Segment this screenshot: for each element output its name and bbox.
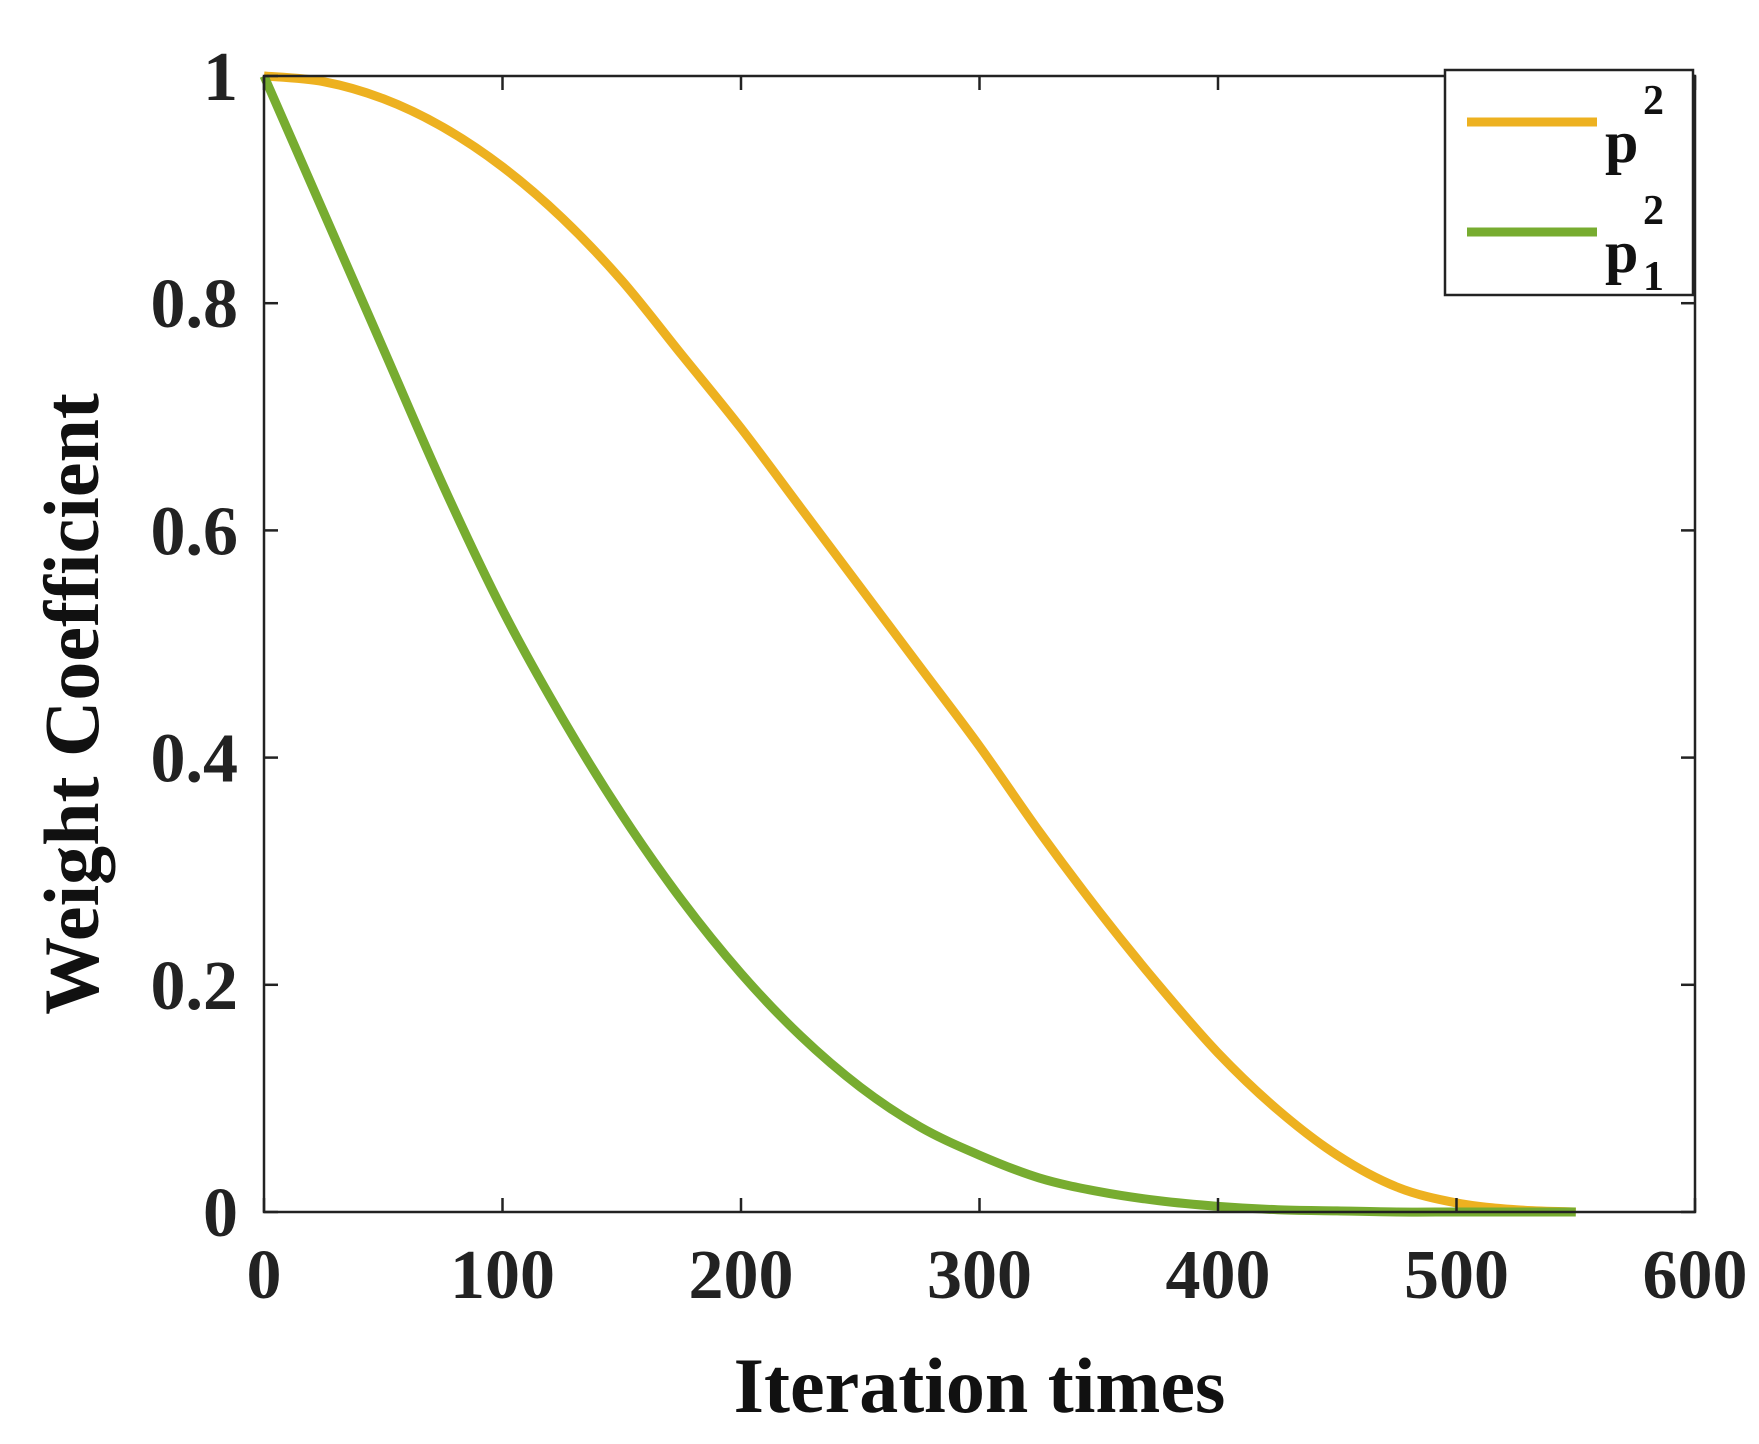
x-tick-label: 0 xyxy=(247,1237,282,1314)
x-tick-label: 300 xyxy=(927,1237,1032,1314)
x-tick-label: 600 xyxy=(1643,1237,1748,1314)
y-tick-label: 0.8 xyxy=(151,266,239,343)
series-layer xyxy=(259,71,1576,1217)
y-tick-label: 0.6 xyxy=(151,493,239,570)
x-tick-label: 100 xyxy=(450,1237,555,1314)
y-tick-label: 0 xyxy=(203,1175,238,1252)
x-tick-label: 200 xyxy=(689,1237,794,1314)
x-tick-label: 500 xyxy=(1404,1237,1509,1314)
legend-label-1: p2 xyxy=(1605,78,1664,175)
y-tick-label: 1 xyxy=(203,39,238,116)
x-axis-title: Iteration times xyxy=(734,1342,1226,1429)
y-axis-title: Weight Coefficient xyxy=(28,393,115,1015)
legend-label-2: p2 1 xyxy=(1605,188,1664,300)
series-line-2 xyxy=(259,74,1576,1217)
legend-box xyxy=(1443,68,1695,297)
series-line-1 xyxy=(263,71,1576,1217)
tick-layer: 0 100 200 300 400 500 600 0 0.2 0.4 0.6 0.8 1 xyxy=(151,39,1748,1314)
x-tick-label: 400 xyxy=(1166,1237,1271,1314)
y-tick-label: 0.4 xyxy=(151,721,239,798)
y-tick-label: 0.2 xyxy=(151,948,239,1025)
